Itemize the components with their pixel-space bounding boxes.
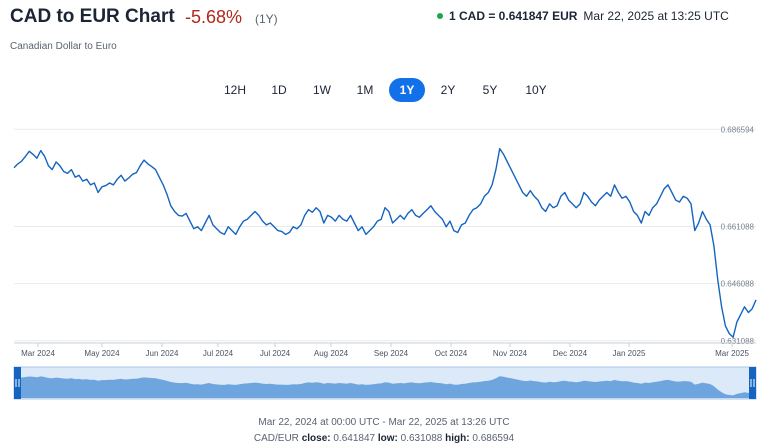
tab-1d[interactable]: 1D — [271, 83, 287, 97]
x-tick-label: Oct 2024 — [435, 349, 468, 358]
tab-10y[interactable]: 10Y — [525, 83, 547, 97]
low-value: 0.631088 — [400, 433, 443, 444]
close-label: close: — [301, 433, 331, 444]
page-title: CAD to EUR Chart — [10, 6, 175, 27]
footer-range: Mar 22, 2024 at 00:00 UTC - Mar 22, 2025… — [258, 417, 510, 428]
quote-time: Mar 22, 2025 at 13:25 UTC — [583, 9, 729, 23]
x-tick-label: Jan 2025 — [613, 349, 646, 358]
y-tick-label: 0.646088 — [721, 280, 755, 289]
x-axis-labels: Mar 2024 May 2024 Jun 2024 Jul 2024 Jul 2024… — [21, 343, 749, 358]
price-line-series — [13, 148, 757, 338]
tab-1y[interactable]: 1Y — [389, 78, 425, 102]
y-tick-label: 0.661088 — [721, 222, 755, 231]
range-tabs: 12H 1D 1W 1M 1Y 2Y 5Y 10Y — [0, 78, 768, 104]
y-tick-label: 0.686594 — [721, 125, 755, 134]
change-period: (1Y) — [255, 12, 278, 26]
tab-12h[interactable]: 12H — [223, 83, 246, 97]
live-dot-icon — [437, 13, 443, 19]
tab-5y[interactable]: 5Y — [482, 83, 498, 97]
quote-rate: 1 CAD = 0.641847 EUR — [449, 9, 578, 23]
x-tick-label: Aug 2024 — [314, 349, 349, 358]
page-subtitle: Canadian Dollar to Euro — [10, 41, 117, 52]
footer-pair: CAD/EUR — [253, 433, 299, 444]
chart-gridlines — [14, 128, 756, 342]
high-value: 0.686594 — [472, 433, 515, 444]
low-label: low: — [377, 433, 398, 444]
x-tick-label: Mar 2025 — [715, 349, 749, 358]
y-tick-label: 0.631088 — [721, 337, 755, 346]
live-quote: 1 CAD = 0.641847 EUR Mar 22, 2025 at 13:2… — [437, 9, 729, 23]
tab-1m[interactable]: 1M — [356, 83, 374, 97]
x-tick-label: May 2024 — [84, 349, 120, 358]
x-tick-label: Jul 2024 — [203, 349, 234, 358]
navigator-area-series — [14, 376, 756, 398]
x-tick-label: Jun 2024 — [146, 349, 179, 358]
navigator-right-handle[interactable] — [749, 367, 756, 399]
y-axis-labels: 0.686594 0.661088 0.646088 0.631088 — [721, 125, 755, 345]
footer-stats: CAD/EUR close: 0.641847 low: 0.631088 hi… — [0, 433, 768, 444]
x-tick-label: Mar 2024 — [21, 349, 55, 358]
close-value: 0.641847 — [333, 433, 376, 444]
tab-2y[interactable]: 2Y — [440, 83, 456, 97]
x-tick-label: Jul 2024 — [260, 349, 291, 358]
high-label: high: — [445, 433, 470, 444]
navigator-left-handle[interactable] — [14, 367, 21, 399]
change-percent: -5.68% — [185, 7, 243, 27]
tab-1w[interactable]: 1W — [313, 83, 331, 97]
x-tick-label: Dec 2024 — [553, 349, 588, 358]
x-tick-label: Sep 2024 — [374, 349, 409, 358]
x-tick-label: Nov 2024 — [493, 349, 528, 358]
navigator[interactable] — [13, 366, 757, 400]
